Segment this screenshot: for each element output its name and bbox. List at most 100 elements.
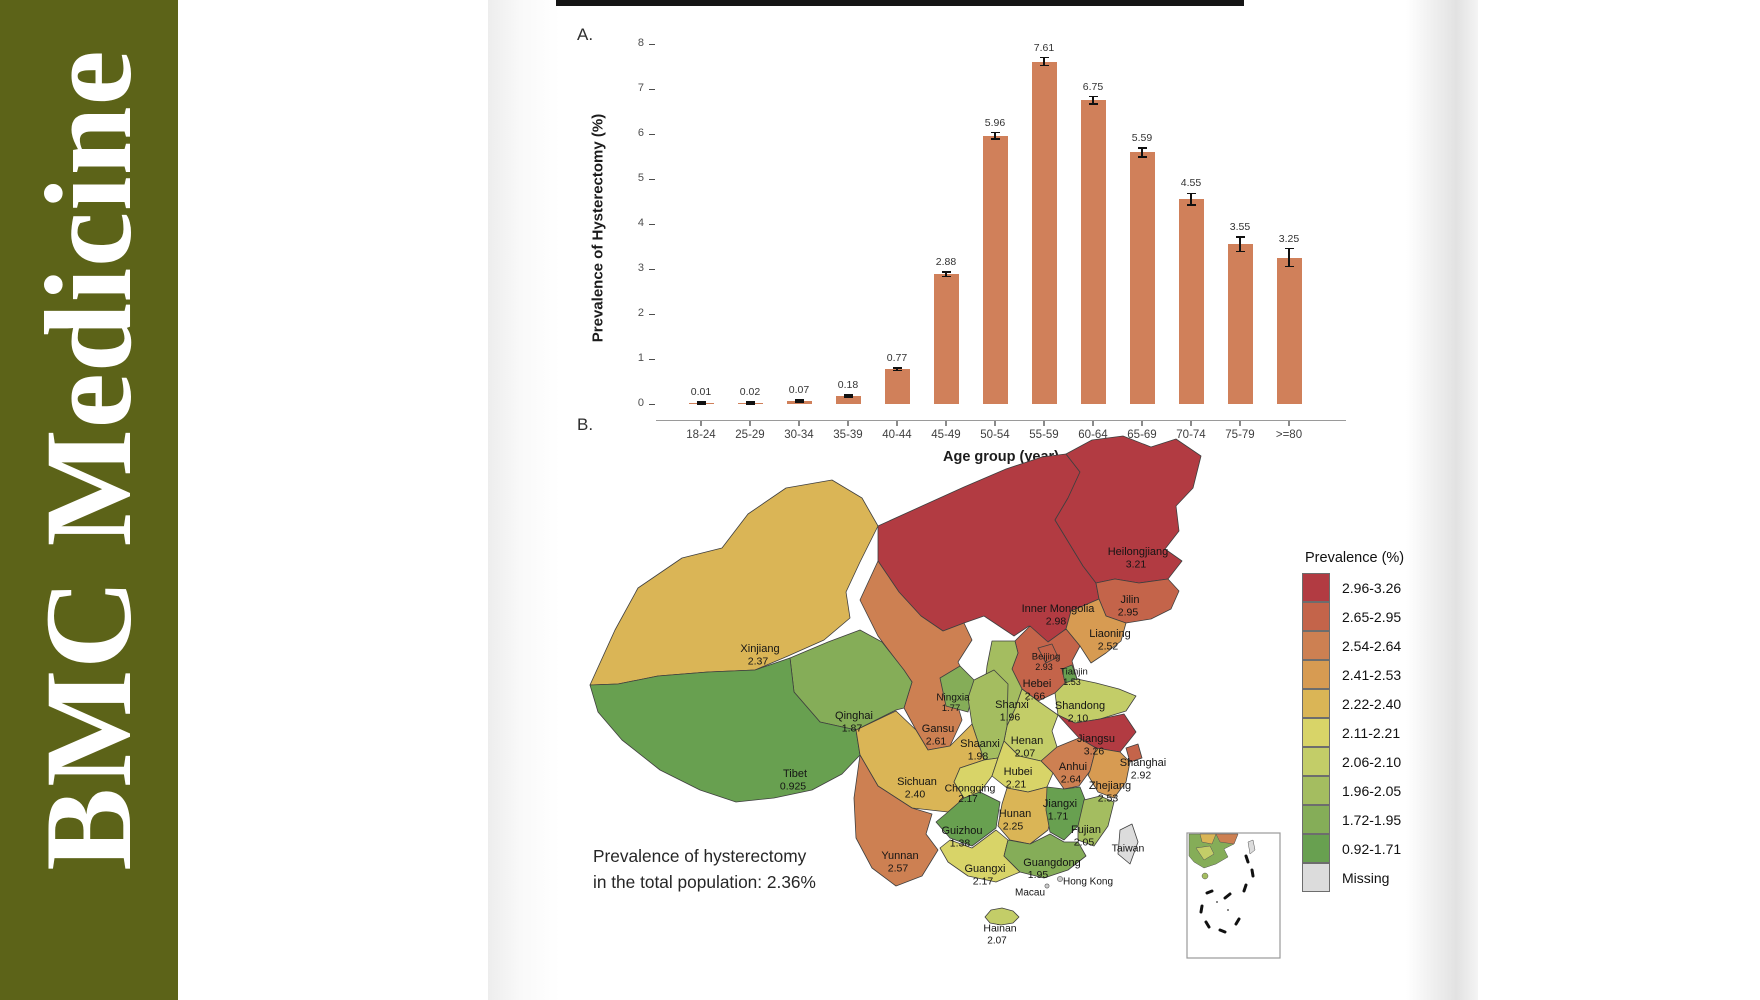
legend-swatch	[1302, 602, 1330, 631]
bar-60-64	[1080, 100, 1106, 404]
x-tick-label: 75-79	[1225, 429, 1255, 441]
x-tick-label: 55-59	[1029, 429, 1059, 441]
province-label: Hubei	[1004, 766, 1033, 778]
inset-island-dot	[1227, 909, 1229, 911]
bar-value-label: 0.18	[837, 378, 859, 391]
province-beijing	[1037, 643, 1059, 664]
legend-bin-label: 2.41-2.53	[1342, 666, 1402, 683]
legend-row: 1.96-2.05	[1302, 776, 1404, 805]
y-tick-mark	[649, 269, 655, 271]
inset-mini-map	[1247, 839, 1256, 855]
y-tick-mark	[649, 89, 655, 91]
y-tick-label: 1	[637, 352, 644, 364]
x-tick-mark	[847, 421, 849, 426]
province-label: Heilongjiang	[1108, 546, 1169, 558]
x-tick-label: 65-69	[1127, 429, 1157, 441]
province-fujian	[1077, 795, 1115, 847]
province-value-label: 2.05	[1074, 837, 1095, 849]
error-bar-cap	[1284, 248, 1294, 250]
map-caption: Prevalence of hysterectomy in the total …	[593, 843, 816, 895]
province-label: Zhejiang	[1089, 780, 1131, 792]
province-value-label: 2.17	[958, 794, 978, 805]
error-bar-cap	[1235, 250, 1245, 253]
x-tick-label: 35-39	[833, 429, 863, 441]
province-label: Beijing	[1032, 651, 1061, 662]
x-tick-mark	[1288, 421, 1290, 426]
x-tick-label: 30-34	[784, 429, 814, 441]
error-bar	[1043, 57, 1045, 66]
province-label: Anhui	[1059, 761, 1087, 773]
province-value-label: 2.52	[1098, 641, 1119, 653]
province-label: Hong Kong	[1063, 877, 1113, 888]
legend-bin-label: 1.96-2.05	[1342, 782, 1402, 799]
top-crop-bar	[556, 0, 1244, 6]
page-left-shading	[488, 0, 560, 1000]
error-bar-cap	[1088, 95, 1098, 98]
inset-nine-dash-line	[1244, 854, 1250, 864]
y-axis-title: Prevalence of Hysterectomy (%)	[589, 113, 607, 343]
error-bar	[847, 394, 849, 397]
province-label: Chongqing	[945, 783, 996, 795]
province-label: Sichuan	[897, 776, 937, 788]
bar-75-79	[1227, 244, 1253, 404]
province-label: Henan	[1011, 735, 1043, 747]
y-tick-label: 3	[637, 262, 644, 274]
province-taiwan	[1117, 823, 1139, 865]
province-guangdong	[1003, 833, 1087, 879]
bar-65-69	[1129, 152, 1155, 404]
legend-row: 2.65-2.95	[1302, 602, 1404, 631]
x-tick-mark	[700, 421, 702, 426]
province-label: Gansu	[922, 723, 954, 735]
error-bar	[700, 402, 702, 404]
error-bar-cap	[745, 403, 755, 405]
legend-swatch	[1302, 747, 1330, 776]
error-bar-cap	[990, 131, 1000, 134]
province-value-label: 0.925	[780, 781, 806, 793]
province-label: Guangdong	[1023, 857, 1081, 869]
journal-spine: BMC Medicine	[0, 0, 178, 1000]
x-tick-label: 40-44	[882, 429, 912, 441]
y-tick-label: 8	[637, 37, 644, 49]
bar-value-label: 5.96	[984, 116, 1006, 129]
province-value-label: 2.64	[1061, 774, 1082, 786]
province-value-label: 2.07	[1015, 748, 1036, 760]
x-tick-mark	[1092, 421, 1094, 426]
x-tick-mark	[1190, 421, 1192, 426]
province-value-label: 2.40	[905, 789, 926, 801]
inset-nine-dash-line	[1242, 883, 1248, 893]
inset-nine-dash-line	[1250, 868, 1255, 878]
province-value-label: 2.95	[1118, 607, 1139, 619]
error-bar	[798, 399, 800, 402]
x-tick-label: >=80	[1275, 429, 1303, 441]
province-value-label: 2.53	[1098, 793, 1119, 805]
map-legend: Prevalence (%) 2.96-3.26 2.65-2.95 2.54-2.…	[1302, 550, 1404, 892]
province-value-label: 2.66	[1025, 691, 1046, 703]
error-bar	[749, 402, 751, 404]
province-value-label: 2.07	[987, 936, 1007, 947]
error-bar-cap	[696, 401, 706, 403]
error-bar-cap	[990, 138, 1000, 140]
bar-50-54	[982, 135, 1008, 404]
province-value-label: 3.26	[1084, 746, 1105, 758]
bar-value-label: 5.59	[1131, 131, 1153, 144]
error-bar	[1092, 96, 1094, 104]
x-tick-label: 70-74	[1176, 429, 1206, 441]
error-bar	[994, 132, 996, 139]
province-value-label: 1.77	[942, 703, 961, 714]
legend-row: 2.22-2.40	[1302, 689, 1404, 718]
x-tick-label: 25-29	[735, 429, 765, 441]
bar-value-label: 0.02	[739, 386, 761, 398]
legend-title: Prevalence (%)	[1305, 550, 1405, 566]
legend-bin-label: 2.54-2.64	[1342, 637, 1402, 654]
province-hainan	[984, 907, 1020, 926]
y-tick-mark	[649, 359, 655, 361]
province-heilongjiang	[1054, 435, 1202, 584]
x-tick-label: 60-64	[1078, 429, 1108, 441]
bar-value-label: 0.01	[690, 386, 712, 398]
x-tick-mark	[896, 421, 898, 426]
inset-nine-dash-line	[1234, 917, 1241, 926]
province-value-label: 1.71	[1048, 811, 1069, 823]
province-value-label: 2.57	[888, 863, 909, 875]
province-label: Inner Mongolia	[1022, 603, 1096, 615]
province-label: Xinjiang	[740, 643, 779, 655]
